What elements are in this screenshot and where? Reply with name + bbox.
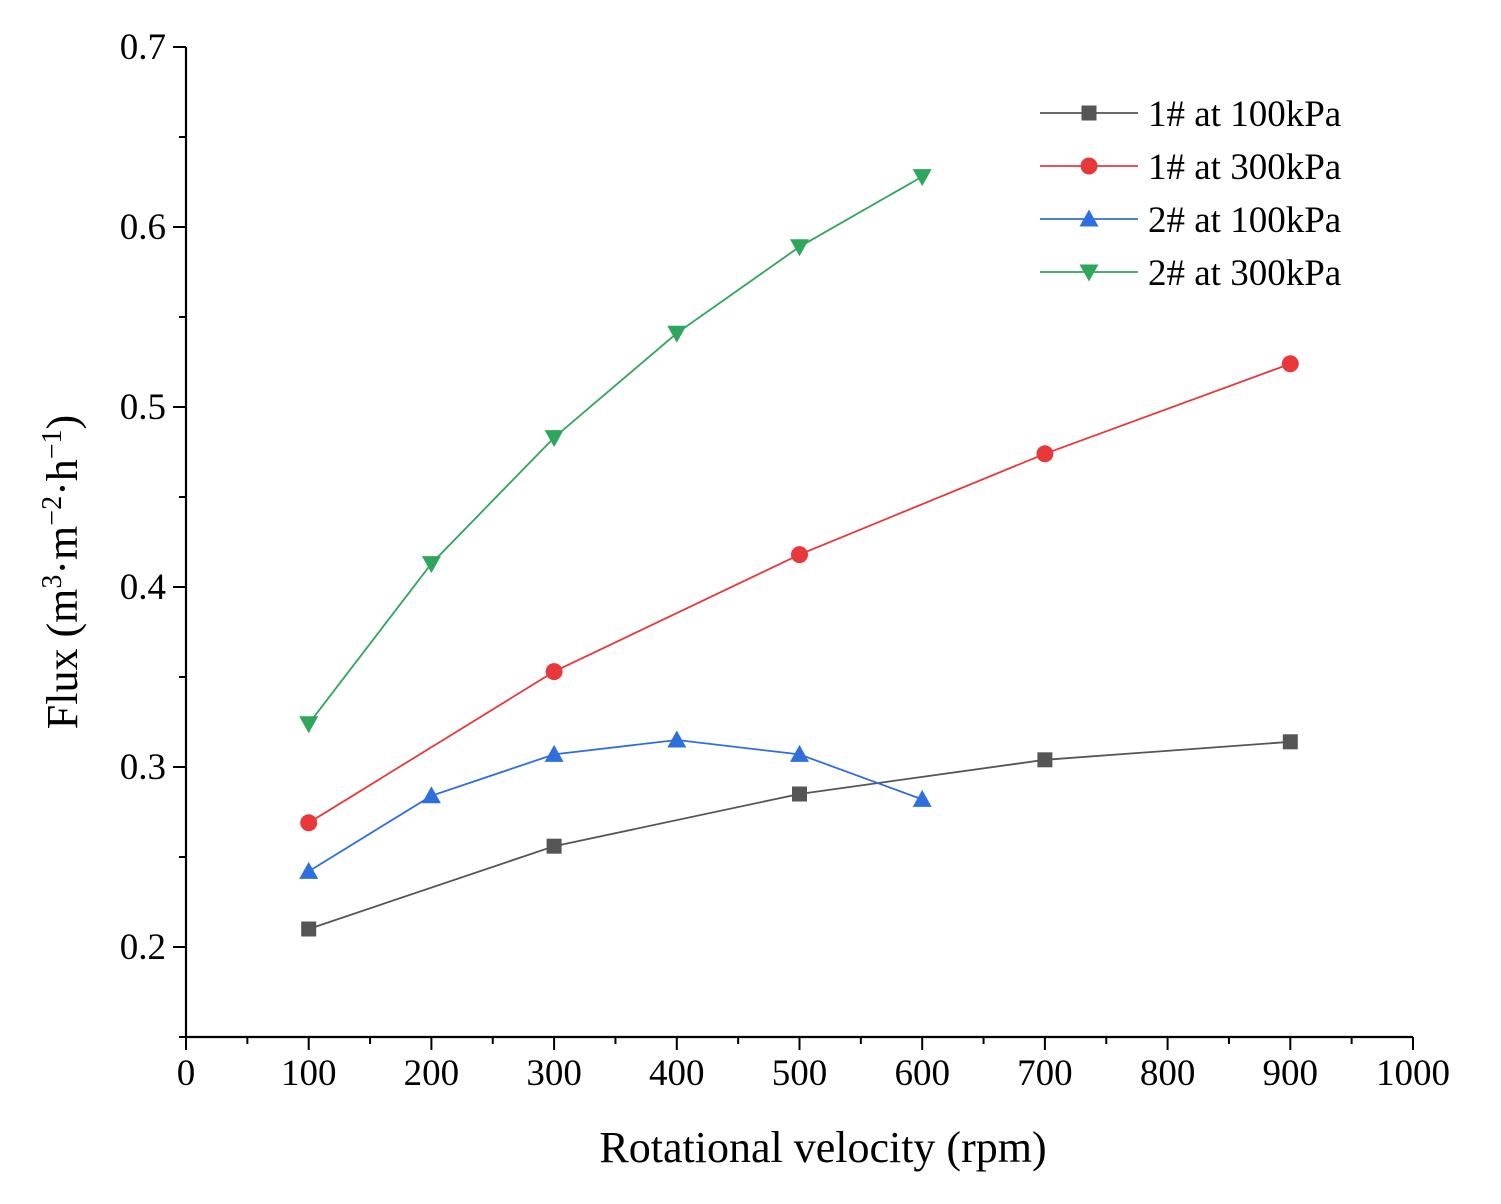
y-axis-title-sup: 3 bbox=[37, 575, 68, 589]
legend-label: 1# at 300kPa bbox=[1148, 147, 1341, 188]
legend-item: 2# at 100kPa bbox=[1040, 200, 1341, 241]
series-line bbox=[308, 740, 1291, 930]
y-axis-title-sup: −2 bbox=[37, 496, 68, 526]
legend: 1# at 100kPa 1# at 300kPa 2# at 100kPa 2# a… bbox=[1040, 94, 1341, 294]
data-point bbox=[300, 814, 318, 832]
data-point bbox=[544, 430, 564, 448]
x-tick-label: 200 bbox=[404, 1053, 460, 1094]
data-point bbox=[301, 921, 317, 937]
series-1 bbox=[301, 734, 1298, 937]
legend-item: 2# at 300kPa bbox=[1040, 253, 1341, 294]
legend-marker bbox=[1079, 209, 1099, 227]
data-point bbox=[792, 786, 807, 802]
series-4 bbox=[299, 169, 932, 734]
x-tick-label: 800 bbox=[1140, 1053, 1196, 1094]
data-point bbox=[667, 325, 687, 343]
data-point bbox=[299, 861, 319, 879]
x-tick-label: 700 bbox=[1017, 1053, 1073, 1094]
data-point bbox=[299, 716, 319, 734]
data-point bbox=[790, 744, 809, 762]
legend-label: 1# at 100kPa bbox=[1148, 94, 1341, 135]
x-tick-label: 400 bbox=[649, 1053, 705, 1094]
data-point bbox=[667, 730, 687, 748]
data-point bbox=[912, 169, 932, 187]
x-tick-label: 600 bbox=[894, 1053, 950, 1094]
series-2 bbox=[300, 355, 1299, 832]
x-tick-label: 0 bbox=[177, 1053, 196, 1094]
data-point bbox=[1282, 734, 1298, 750]
y-axis-title-part: Flux (m bbox=[38, 589, 87, 730]
y-axis-title-sup: −1 bbox=[37, 429, 68, 459]
series-3 bbox=[299, 730, 932, 879]
data-point bbox=[1281, 355, 1299, 373]
y-axis-title-part: ) bbox=[38, 415, 87, 430]
data-point bbox=[544, 744, 564, 762]
data-point bbox=[912, 789, 932, 807]
data-point bbox=[1037, 752, 1053, 768]
data-point bbox=[545, 663, 563, 681]
x-tick-label: 1000 bbox=[1376, 1053, 1450, 1094]
series-line bbox=[307, 175, 923, 725]
data-point bbox=[421, 556, 441, 574]
legend-item: 1# at 100kPa bbox=[1040, 94, 1341, 135]
y-tick-label: 0.3 bbox=[120, 747, 166, 788]
x-tick-label: 500 bbox=[772, 1053, 828, 1094]
legend-label: 2# at 100kPa bbox=[1148, 200, 1341, 241]
data-point bbox=[1036, 445, 1054, 463]
data-point bbox=[421, 786, 441, 804]
y-axis-title-part: ·h bbox=[38, 459, 87, 496]
legend-item: 1# at 300kPa bbox=[1040, 147, 1341, 188]
legend-label: 2# at 300kPa bbox=[1148, 253, 1341, 294]
x-tick-label: 300 bbox=[526, 1053, 582, 1094]
legend-marker bbox=[1081, 105, 1097, 121]
y-tick-label: 0.5 bbox=[120, 387, 166, 428]
series-line bbox=[308, 739, 923, 873]
y-axis-title: Flux (m3·m−2·h−1) bbox=[37, 415, 87, 729]
x-tick-label: 900 bbox=[1263, 1053, 1319, 1094]
x-tick-label: 100 bbox=[281, 1053, 337, 1094]
x-axis-title: Rotational velocity (rpm) bbox=[599, 1123, 1046, 1172]
data-point bbox=[791, 546, 808, 564]
y-tick-label: 0.6 bbox=[120, 207, 166, 248]
y-tick-label: 0.7 bbox=[120, 27, 166, 68]
y-axis-title-part: ·m bbox=[38, 526, 87, 575]
legend-marker bbox=[1079, 264, 1099, 282]
y-tick-label: 0.4 bbox=[120, 567, 166, 608]
y-tick-label: 0.2 bbox=[120, 927, 166, 968]
legend-marker bbox=[1080, 157, 1098, 175]
data-point bbox=[790, 239, 809, 257]
data-point bbox=[546, 838, 562, 854]
